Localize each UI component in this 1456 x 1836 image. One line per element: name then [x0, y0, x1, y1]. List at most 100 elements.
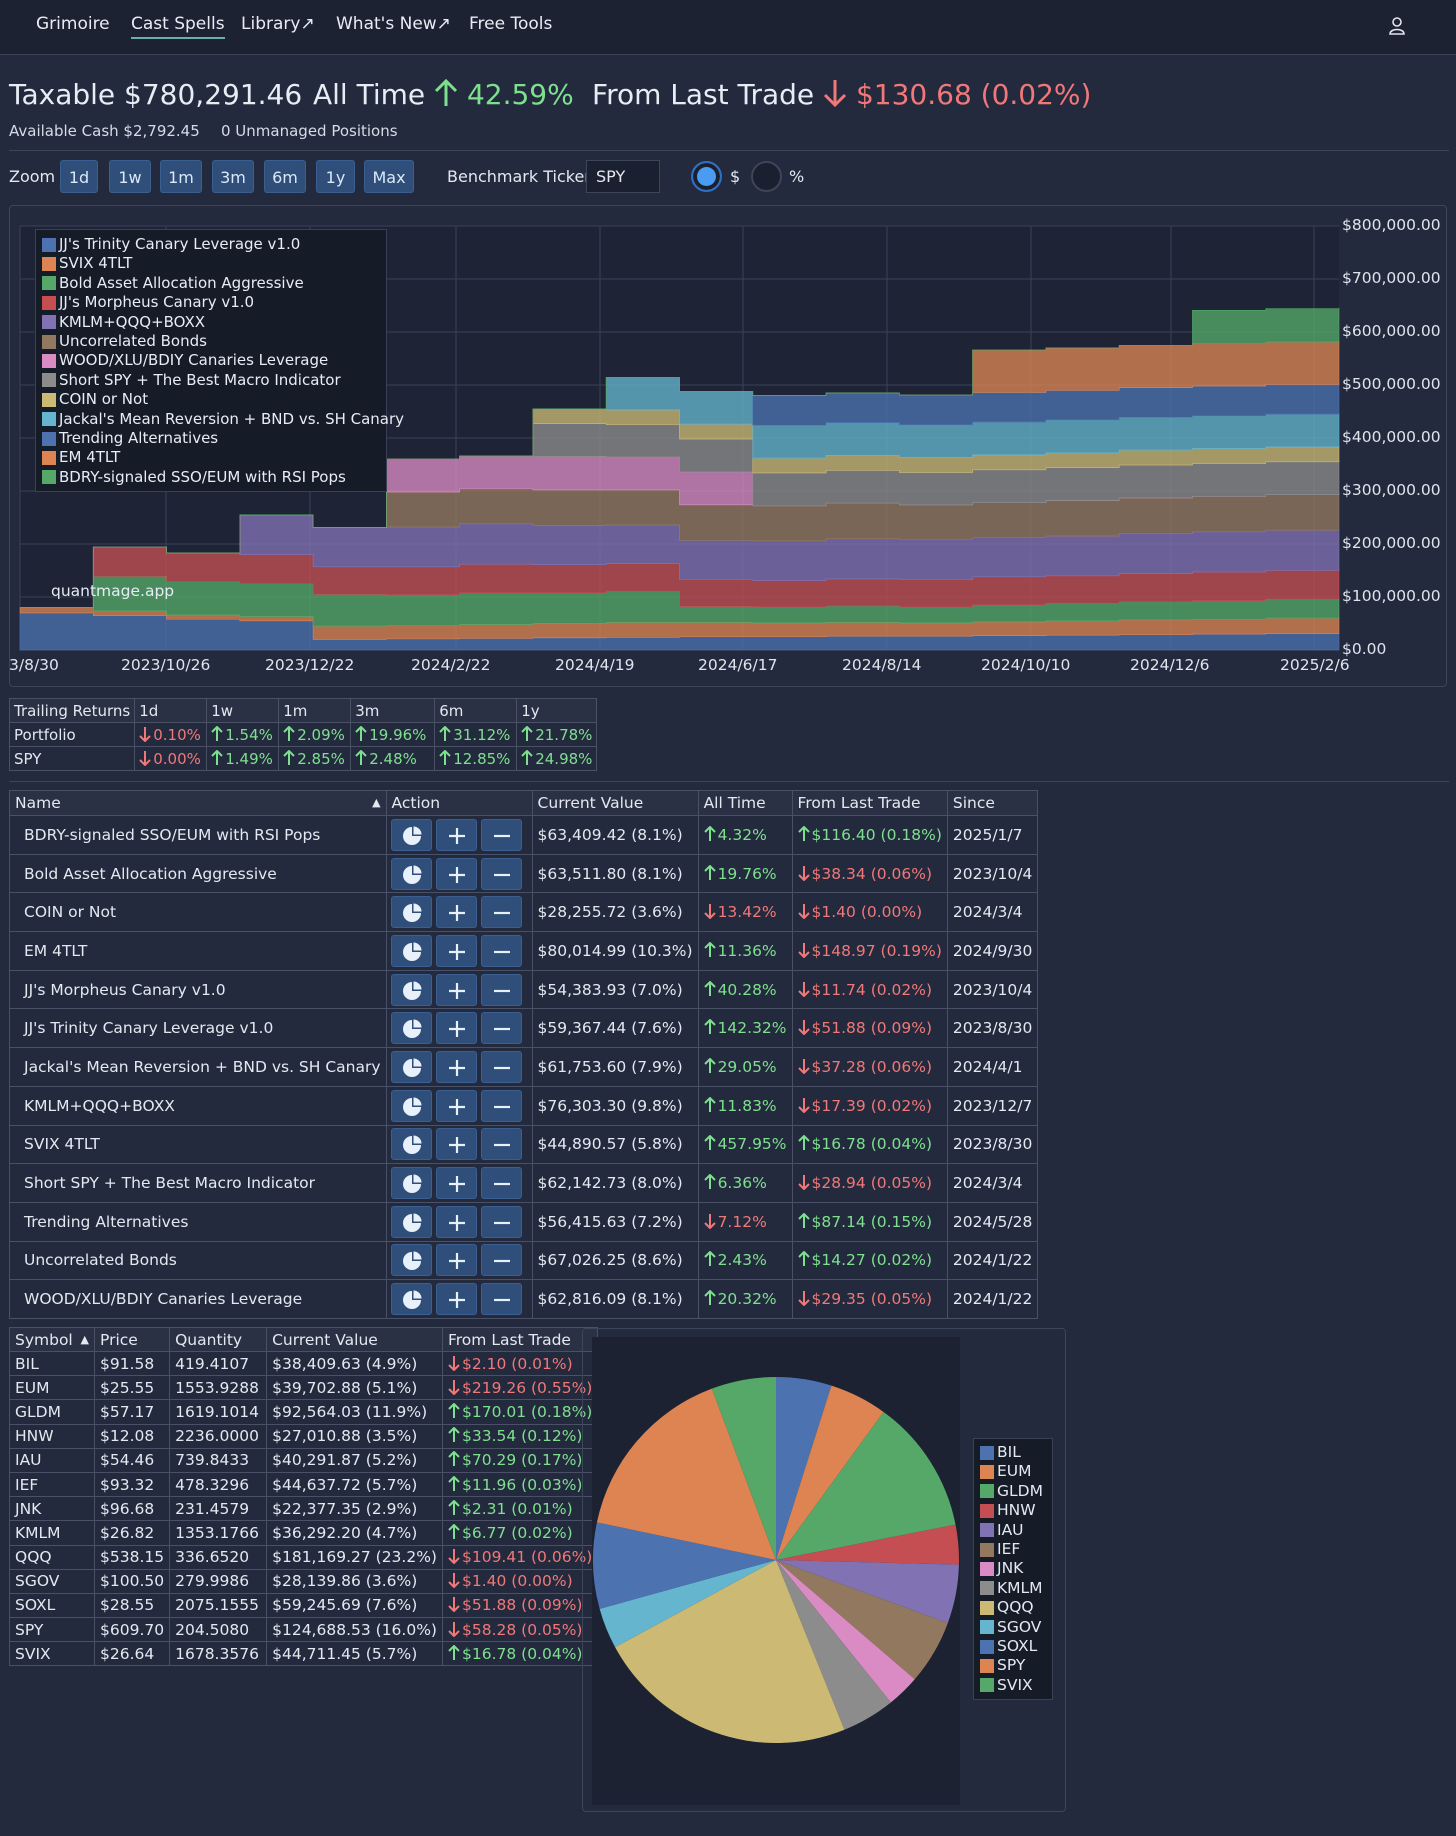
add-button[interactable]: [435, 1050, 477, 1083]
quantity: 336.6520: [169, 1544, 268, 1570]
add-button[interactable]: [435, 1205, 477, 1238]
zoom-max-button[interactable]: Max: [364, 160, 414, 193]
nav-free-tools[interactable]: Free Tools: [469, 14, 553, 34]
since-date: 2024/9/30: [946, 931, 1039, 971]
add-button[interactable]: [435, 973, 477, 1006]
return-cell: 19.96%: [350, 722, 436, 747]
pie-legend: BIL EUM GLDM HNW IAU IEF JNK KMLM QQQ SGOV SOXL SPY…: [973, 1438, 1053, 1701]
percent-radio[interactable]: [751, 161, 782, 192]
action-cell: [385, 1124, 533, 1165]
spell-name[interactable]: SVIX 4TLT: [9, 1124, 387, 1165]
remove-button[interactable]: [480, 1244, 522, 1277]
remove-button[interactable]: [480, 973, 522, 1006]
nav-whats-new[interactable]: What's New↗: [336, 14, 451, 34]
add-button[interactable]: [435, 1089, 477, 1122]
pie-chart-button[interactable]: [390, 1012, 432, 1045]
remove-button[interactable]: [480, 1012, 522, 1045]
pie-chart-button[interactable]: [390, 1167, 432, 1200]
add-button[interactable]: [435, 1167, 477, 1200]
pie-chart-button[interactable]: [390, 934, 432, 967]
minus-icon: [493, 1066, 510, 1070]
pie-legend-item: BIL: [980, 1443, 1046, 1462]
column-header-label: Current Value: [272, 1330, 378, 1349]
spell-name[interactable]: Uncorrelated Bonds: [9, 1240, 387, 1281]
zoom-1d-button[interactable]: 1d: [60, 160, 98, 193]
column-header[interactable]: Since: [946, 790, 1039, 816]
arrow-up-icon: [703, 941, 716, 957]
pie-chart-button[interactable]: [390, 1244, 432, 1277]
add-button[interactable]: [435, 857, 477, 890]
add-button[interactable]: [435, 1283, 477, 1316]
from-last-trade-value: $6.77 (0.02%): [461, 1523, 573, 1542]
column-header[interactable]: From Last Trade: [791, 790, 948, 816]
zoom-1y-button[interactable]: 1y: [316, 160, 355, 193]
spell-name[interactable]: JJ's Morpheus Canary v1.0: [9, 969, 387, 1010]
remove-button[interactable]: [480, 857, 522, 890]
spell-name[interactable]: KMLM+QQQ+BOXX: [9, 1085, 387, 1126]
pie-chart-button[interactable]: [390, 973, 432, 1006]
remove-button[interactable]: [480, 818, 522, 851]
pie-chart-button[interactable]: [390, 1050, 432, 1083]
add-button[interactable]: [435, 896, 477, 929]
pie-chart-button[interactable]: [390, 857, 432, 890]
plus-icon: [448, 943, 465, 960]
pie-chart-button[interactable]: [390, 818, 432, 851]
remove-button[interactable]: [480, 1167, 522, 1200]
column-header[interactable]: Price: [93, 1327, 171, 1352]
zoom-3m-button[interactable]: 3m: [212, 160, 254, 193]
pie-chart-button[interactable]: [390, 1089, 432, 1122]
all-time-cell: 11.83%: [697, 1085, 793, 1126]
column-header[interactable]: All Time: [697, 790, 793, 816]
dollar-radio[interactable]: [691, 161, 722, 192]
pie-chart-button[interactable]: [390, 1128, 432, 1161]
divider: [9, 781, 1449, 782]
column-header[interactable]: Name ▲: [9, 790, 387, 816]
watermark: quantmage.app: [51, 582, 175, 600]
add-button[interactable]: [435, 1012, 477, 1045]
add-button[interactable]: [435, 818, 477, 851]
plus-icon: [448, 982, 465, 999]
legend-label: Jackal's Mean Reversion + BND vs. SH Can…: [59, 409, 405, 428]
spell-name[interactable]: Jackal's Mean Reversion + BND vs. SH Can…: [9, 1047, 387, 1087]
column-header[interactable]: Symbol ▲: [9, 1327, 95, 1352]
column-header[interactable]: Quantity: [169, 1327, 268, 1352]
current-value: $28,255.72 (3.6%): [531, 892, 699, 933]
column-header[interactable]: Current Value: [266, 1327, 443, 1352]
spell-name[interactable]: Short SPY + The Best Macro Indicator: [9, 1163, 387, 1203]
remove-button[interactable]: [480, 1089, 522, 1122]
remove-button[interactable]: [480, 1283, 522, 1316]
spell-name[interactable]: EM 4TLT: [9, 931, 387, 971]
pie-chart-button[interactable]: [390, 1283, 432, 1316]
current-value: $27,010.88 (3.5%): [266, 1423, 443, 1449]
spell-name[interactable]: JJ's Trinity Canary Leverage v1.0: [9, 1008, 387, 1049]
spell-name[interactable]: WOOD/XLU/BDIY Canaries Leverage: [9, 1279, 387, 1319]
remove-button[interactable]: [480, 934, 522, 967]
add-button[interactable]: [435, 1244, 477, 1277]
user-icon[interactable]: [1388, 16, 1406, 40]
symbol: IAU: [9, 1447, 95, 1473]
spell-name[interactable]: COIN or Not: [9, 892, 387, 933]
zoom-6m-button[interactable]: 6m: [264, 160, 306, 193]
remove-button[interactable]: [480, 1050, 522, 1083]
zoom-1m-button[interactable]: 1m: [160, 160, 202, 193]
nav-cast-spells[interactable]: Cast Spells: [131, 14, 225, 39]
y-tick-label: $700,000.00: [1342, 269, 1441, 287]
spell-name[interactable]: Bold Asset Allocation Aggressive: [9, 853, 387, 894]
from-last-trade-value: $148.97 (0.19%): [811, 941, 942, 960]
remove-button[interactable]: [480, 896, 522, 929]
remove-button[interactable]: [480, 1205, 522, 1238]
zoom-1w-button[interactable]: 1w: [109, 160, 151, 193]
nav-library[interactable]: Library↗: [241, 14, 315, 34]
column-header[interactable]: Current Value: [531, 790, 699, 816]
pie-chart-button[interactable]: [390, 1205, 432, 1238]
pie-chart-button[interactable]: [390, 896, 432, 929]
add-button[interactable]: [435, 934, 477, 967]
column-header[interactable]: From Last Trade: [441, 1327, 599, 1352]
nav-grimoire[interactable]: Grimoire: [36, 14, 110, 34]
remove-button[interactable]: [480, 1128, 522, 1161]
column-header[interactable]: Action: [385, 790, 533, 816]
add-button[interactable]: [435, 1128, 477, 1161]
spell-name[interactable]: Trending Alternatives: [9, 1201, 387, 1242]
spell-name[interactable]: BDRY-signaled SSO/EUM with RSI Pops: [9, 815, 387, 855]
benchmark-ticker-input[interactable]: [586, 160, 660, 193]
